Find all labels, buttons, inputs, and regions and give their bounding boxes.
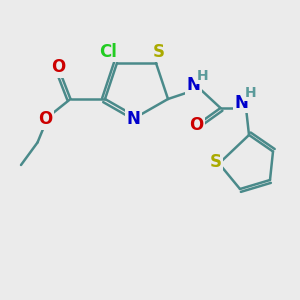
Text: N: N <box>235 94 248 112</box>
Text: Cl: Cl <box>99 43 117 61</box>
Text: S: S <box>153 43 165 61</box>
Text: N: N <box>187 76 200 94</box>
Text: O: O <box>38 110 53 128</box>
Text: H: H <box>245 86 256 100</box>
Text: H: H <box>197 69 208 82</box>
Text: N: N <box>127 110 140 128</box>
Text: O: O <box>51 58 66 76</box>
Text: O: O <box>189 116 204 134</box>
Text: S: S <box>210 153 222 171</box>
